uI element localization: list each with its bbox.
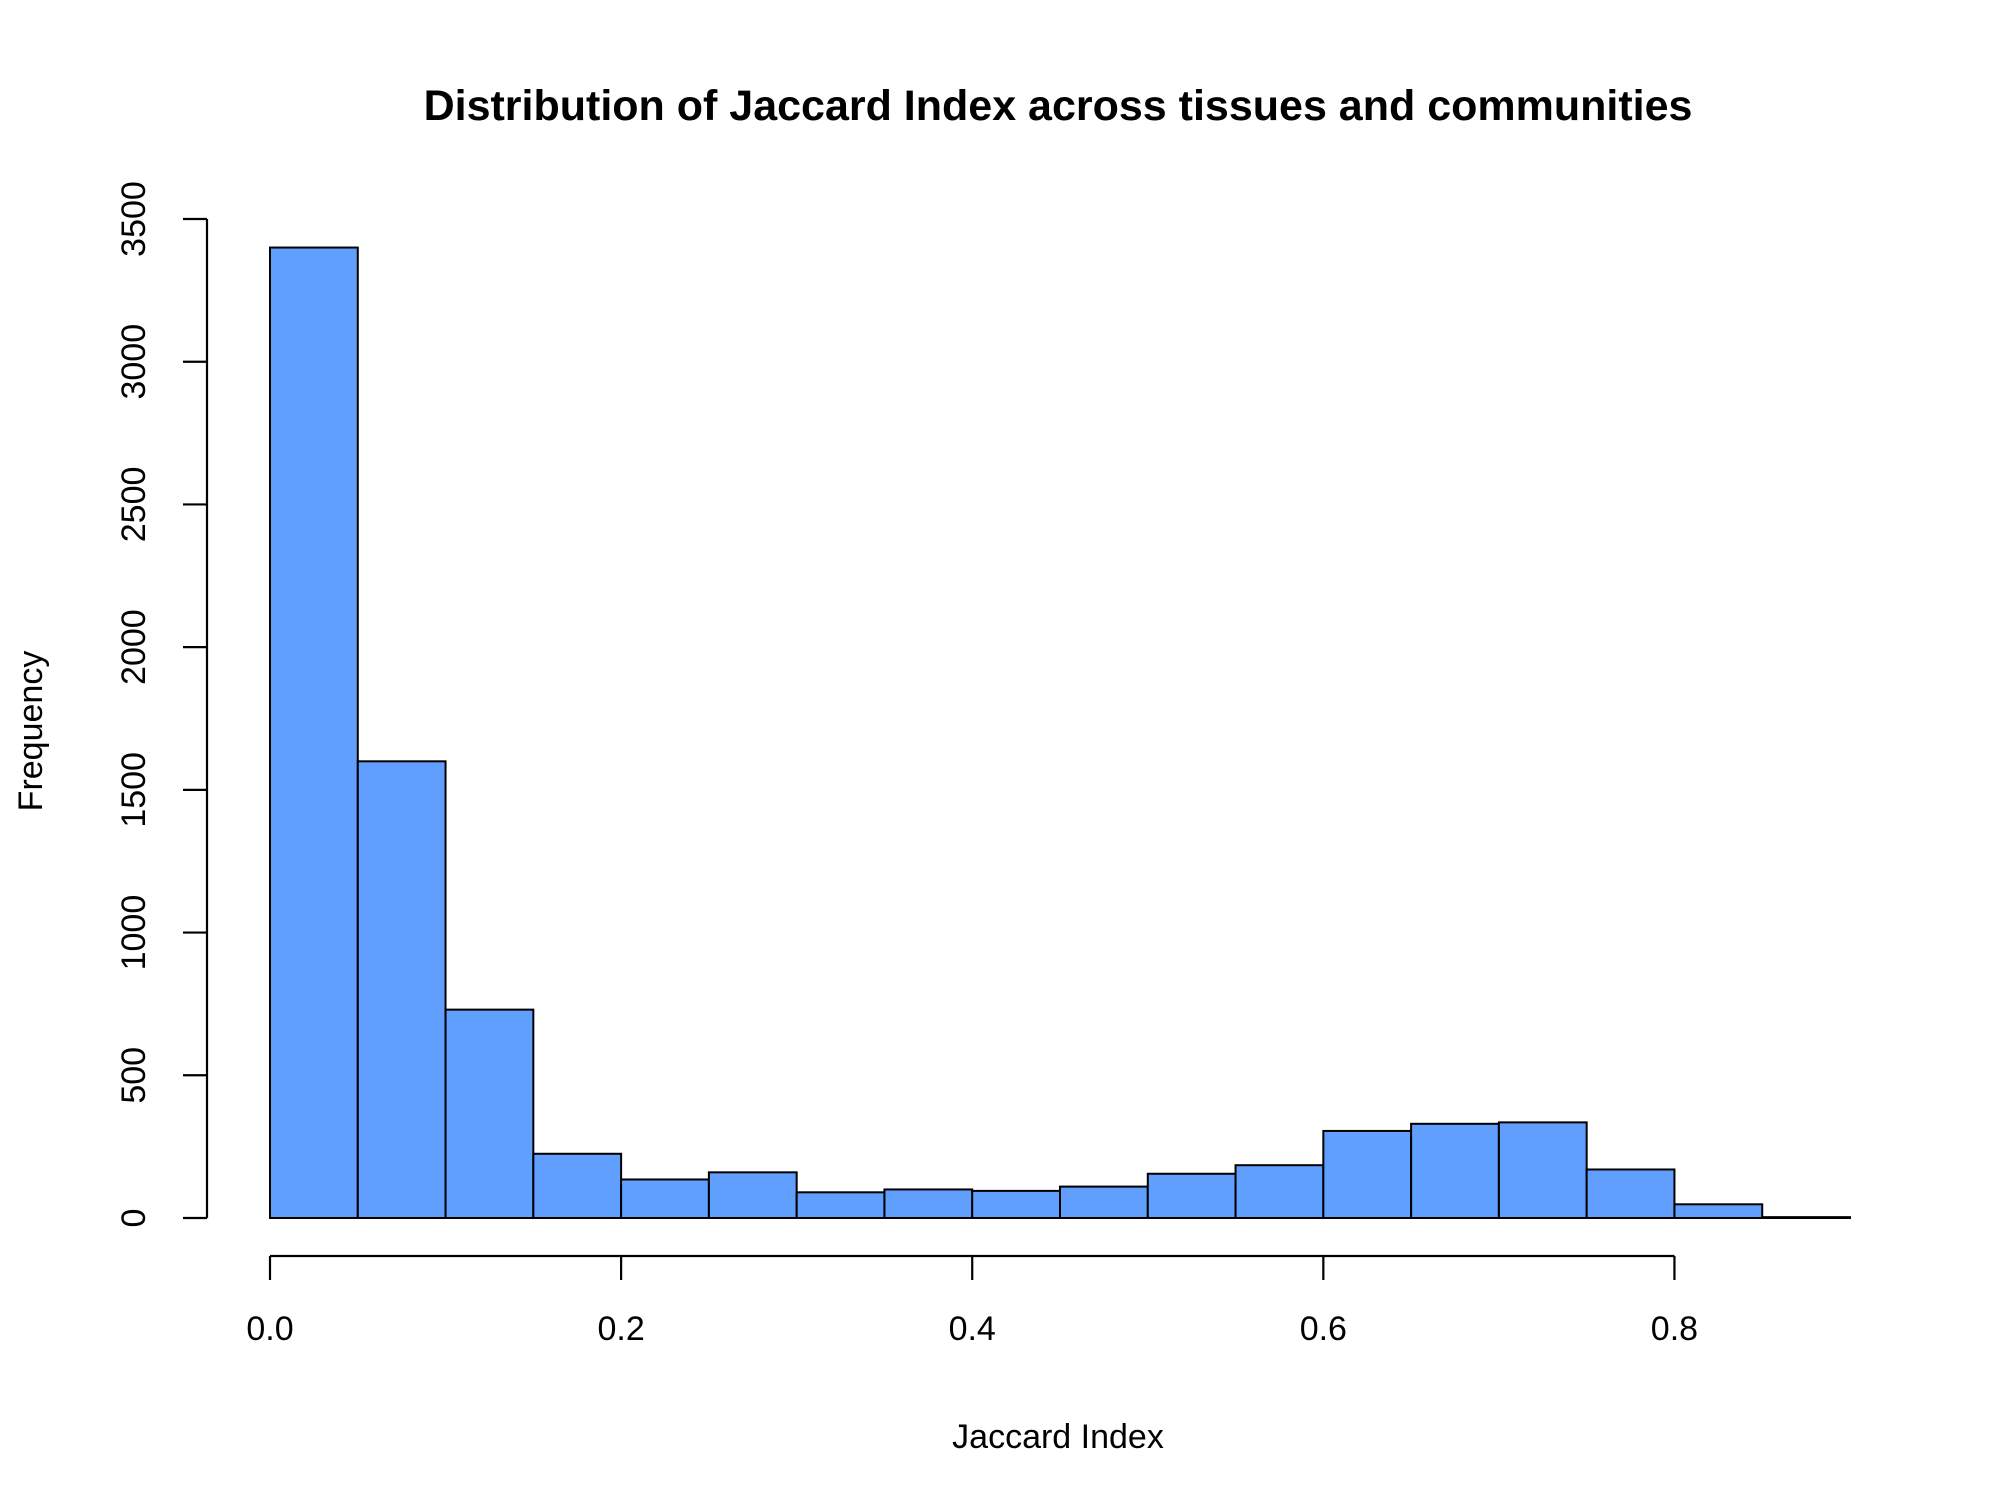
x-axis: 0.0 0.2 0.4 0.6 0.8: [246, 1254, 1698, 1348]
histogram-bar: [620, 1178, 710, 1220]
histogram-bar: [795, 1191, 886, 1219]
histogram-bars: [269, 246, 1851, 1220]
histogram-bar: [444, 1008, 535, 1219]
y-tick-label: 1500: [115, 752, 153, 828]
y-tick-label: 1000: [115, 895, 153, 971]
x-tick-label: 0.8: [1651, 1310, 1698, 1348]
y-tick-label: 3500: [115, 181, 153, 257]
histogram-bar: [1410, 1122, 1500, 1220]
chart-title: Distribution of Jaccard Index across tis…: [424, 82, 1693, 130]
histogram-bar: [356, 760, 447, 1219]
y-axis: 0 500 1000 1500 2000 2500 3000 3500: [115, 181, 209, 1228]
histogram-bar: [971, 1189, 1062, 1219]
histogram-bar: [1059, 1185, 1149, 1220]
histogram-bar: [532, 1152, 623, 1219]
histogram-bar: [1497, 1121, 1588, 1220]
histogram-bar: [269, 246, 359, 1220]
histogram-bar: [883, 1188, 974, 1220]
histogram-bar: [1761, 1216, 1851, 1219]
histogram-bar: [1322, 1129, 1413, 1220]
histogram-bar: [1146, 1172, 1237, 1219]
histogram-bar: [1234, 1164, 1325, 1219]
x-axis-label: Jaccard Index: [952, 1418, 1164, 1456]
y-tick-label: 2000: [115, 609, 153, 685]
y-axis-label: Frequency: [12, 651, 50, 812]
histogram-bar: [1673, 1203, 1764, 1220]
y-tick-label: 500: [115, 1047, 153, 1104]
x-tick-label: 0.0: [246, 1310, 293, 1348]
y-tick-label: 3000: [115, 324, 153, 400]
y-tick-label: 2500: [115, 467, 153, 543]
x-tick-label: 0.6: [1300, 1310, 1347, 1348]
x-tick-label: 0.2: [597, 1310, 644, 1348]
x-tick-label: 0.4: [949, 1310, 996, 1348]
y-tick-label: 0: [115, 1209, 153, 1228]
histogram-bar: [707, 1171, 798, 1219]
histogram-bar: [1585, 1168, 1676, 1220]
